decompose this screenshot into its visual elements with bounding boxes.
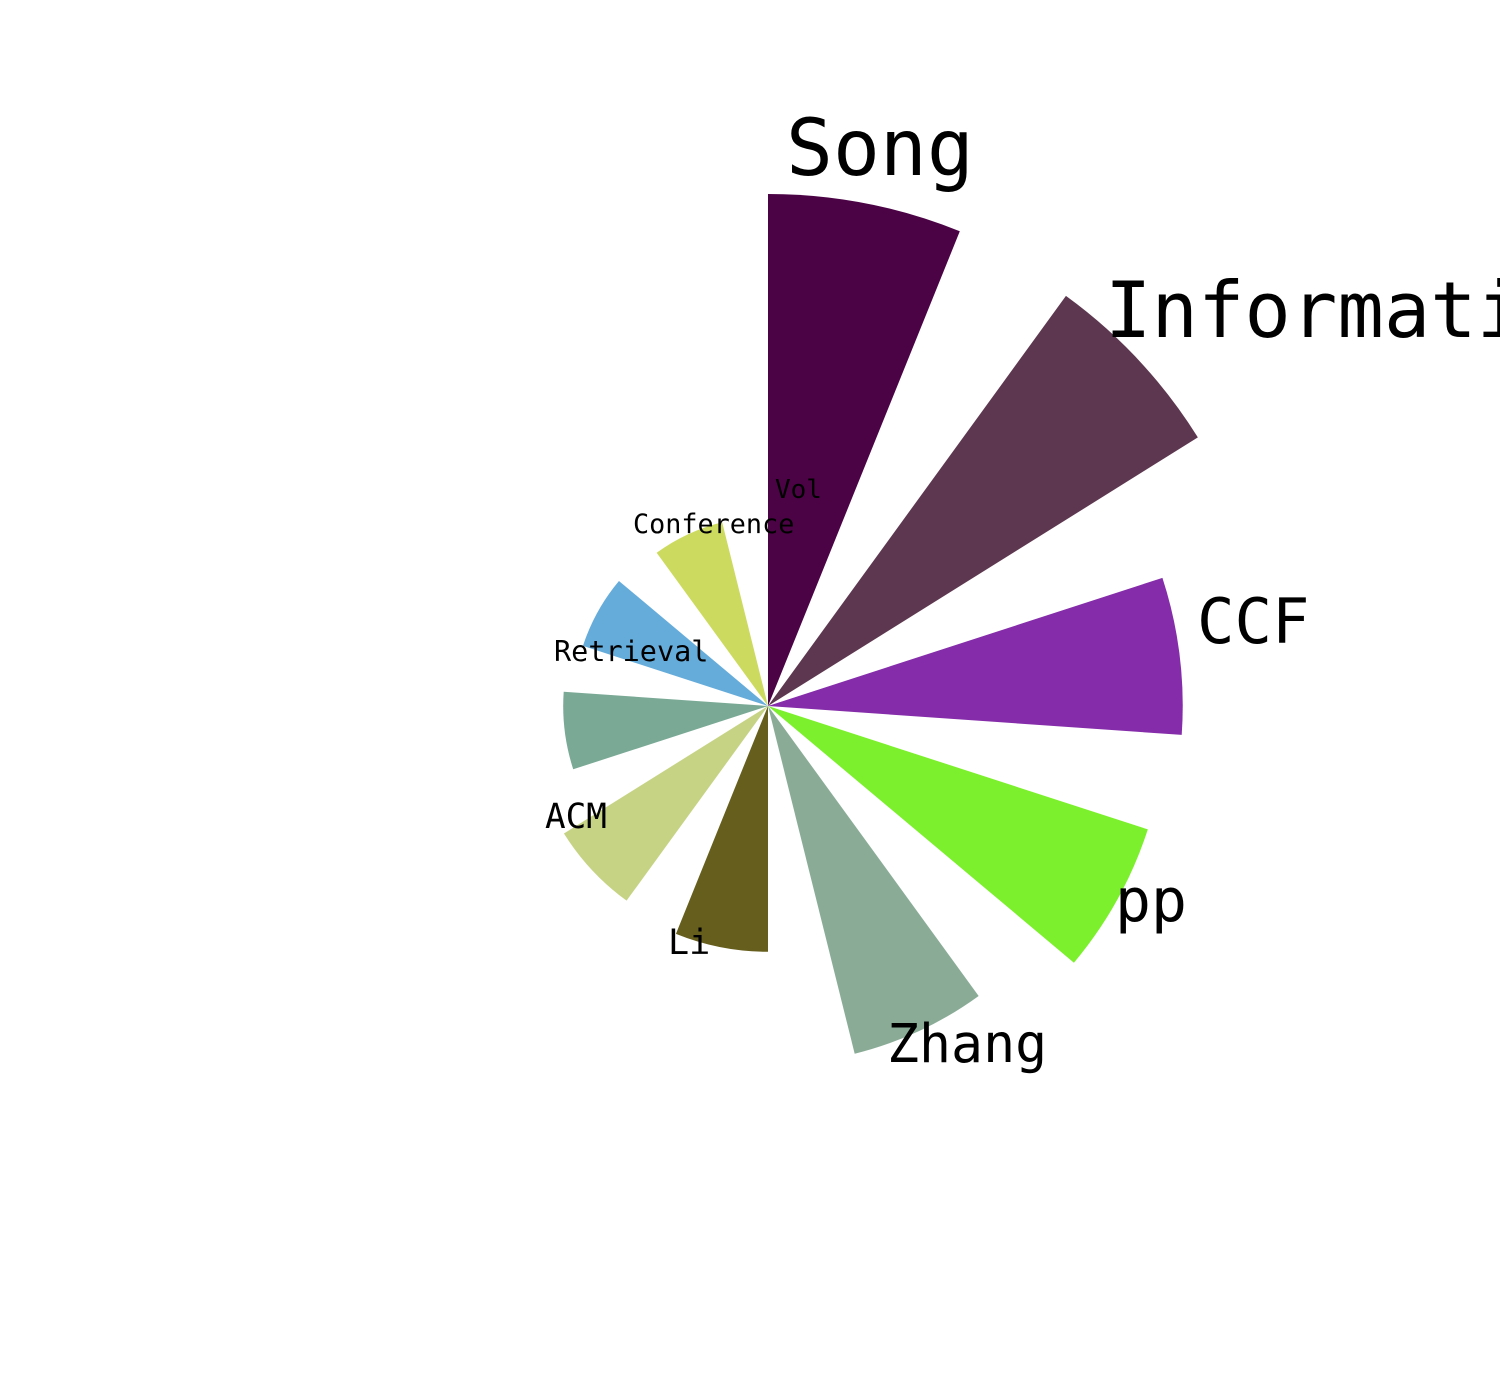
slice-zhang <box>768 706 979 1054</box>
label-pp: pp <box>1115 866 1187 936</box>
slice-information <box>768 295 1198 706</box>
slice-retrieval <box>563 691 768 770</box>
chart-labels: Song Information CCF pp Zhang Li ACM Retrieval C… <box>545 104 1500 1075</box>
slice-pp <box>768 706 1148 963</box>
label-acm: ACM <box>545 797 607 837</box>
label-song: Song <box>786 104 974 194</box>
label-conference: Conference <box>633 509 794 540</box>
slice-acm <box>563 706 768 901</box>
label-zhang: Zhang <box>887 1013 1047 1075</box>
slice-vol <box>656 522 768 706</box>
label-vol: Vol <box>775 475 822 505</box>
chart-slices <box>563 194 1198 1054</box>
label-information: Information <box>1105 266 1500 356</box>
slice-song <box>768 194 960 706</box>
label-ccf: CCF <box>1197 585 1310 658</box>
slice-conference <box>582 580 768 706</box>
slice-ccf <box>768 577 1183 735</box>
label-retrieval: Retrieval <box>554 635 708 668</box>
label-li: Li <box>668 922 710 963</box>
slice-li <box>675 706 768 952</box>
